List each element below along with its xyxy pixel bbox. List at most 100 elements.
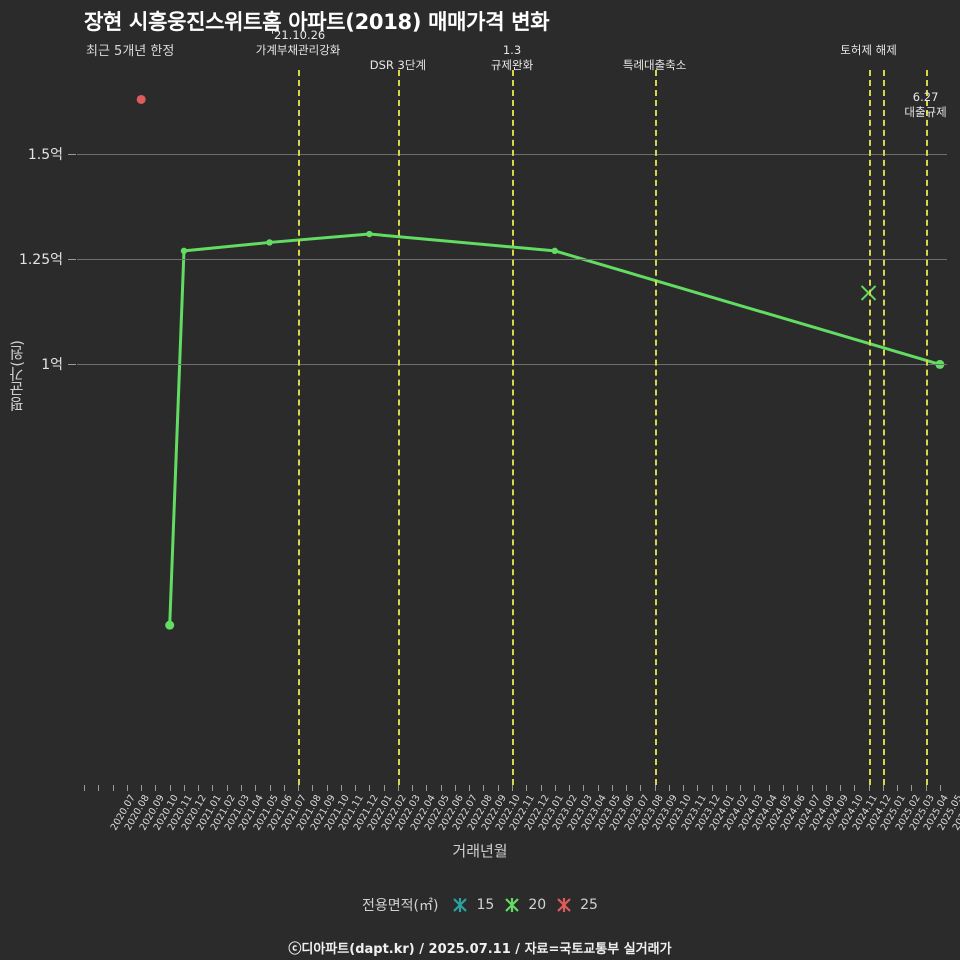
x-tick-mark bbox=[825, 785, 827, 791]
x-tick-mark bbox=[540, 785, 542, 791]
x-tick-mark bbox=[811, 785, 813, 791]
x-tick-mark bbox=[326, 785, 328, 791]
x-tick-mark bbox=[725, 785, 727, 791]
x-tick-mark bbox=[512, 785, 513, 791]
x-tick-mark bbox=[298, 785, 300, 791]
x-tick-mark bbox=[397, 785, 399, 791]
x-tick-mark bbox=[897, 785, 899, 791]
x-tick-mark bbox=[312, 785, 314, 791]
legend-item-25[interactable]: 25 bbox=[555, 896, 598, 914]
x-tick-mark bbox=[754, 785, 756, 791]
x-tick-mark bbox=[355, 785, 357, 791]
legend-title: 전용면적(㎡) bbox=[362, 898, 439, 914]
x-tick-mark bbox=[668, 785, 670, 791]
x-tick-mark bbox=[740, 785, 742, 791]
annotation-vline bbox=[512, 70, 514, 785]
x-tick-mark bbox=[797, 785, 799, 791]
x-tick-mark bbox=[911, 785, 913, 791]
chart-title: 장현 시흥웅진스위트홈 아파트(2018) 매매가격 변화 bbox=[84, 10, 550, 34]
x-tick-mark bbox=[939, 785, 941, 791]
footer-credit: ⓒ디아파트(dapt.kr) / 2025.07.11 / 자료=국토교통부 실… bbox=[288, 942, 672, 957]
x-tick-mark bbox=[269, 785, 271, 791]
x-tick-mark bbox=[198, 785, 200, 791]
x-tick-mark bbox=[626, 785, 628, 791]
x-tick-mark bbox=[426, 785, 428, 791]
x-tick-mark bbox=[155, 785, 157, 791]
x-tick-mark bbox=[697, 785, 699, 791]
legend-label-15: 15 bbox=[476, 897, 495, 913]
x-axis-title: 거래년월 bbox=[452, 842, 508, 860]
x-tick-mark bbox=[454, 785, 456, 791]
annotation-vline bbox=[925, 70, 928, 785]
y-tick-label: 1.5억 bbox=[27, 147, 63, 164]
x-tick-mark bbox=[340, 785, 342, 791]
annotation-label: 1.3 규제완화 bbox=[490, 43, 534, 72]
y-tick-mark bbox=[68, 259, 76, 261]
annotation-label: '21.10.26 가계부채관리강화 bbox=[255, 28, 341, 57]
legend-item-20[interactable]: 20 bbox=[503, 896, 546, 914]
legend-marker-icon bbox=[453, 898, 468, 912]
legend-label-20: 20 bbox=[528, 897, 547, 913]
annotation-label: 특례대출축소 bbox=[622, 58, 687, 72]
x-tick-mark bbox=[554, 785, 556, 791]
data-point-20 bbox=[551, 247, 558, 255]
chart-subtitle: 최근 5개년 한정 bbox=[86, 44, 175, 59]
chart-legend: 전용면적(㎡) 15 20 25 bbox=[0, 895, 960, 915]
x-tick-mark bbox=[768, 785, 770, 791]
x-tick-mark bbox=[711, 785, 713, 791]
data-point-20 bbox=[266, 239, 273, 246]
legend-marker-icon bbox=[505, 898, 520, 912]
x-tick-mark bbox=[412, 785, 414, 791]
x-tick-mark bbox=[369, 785, 371, 791]
plot-area: 1.5억 1.25억 1억 2020.07 2020.08 2020.09 2020.10 2… bbox=[19, 28, 960, 833]
x-tick-mark bbox=[141, 785, 143, 791]
x-tick-mark bbox=[782, 785, 784, 791]
x-tick-mark bbox=[654, 785, 656, 791]
y-tick-label: 1.25억 bbox=[18, 252, 63, 269]
x-tick-mark bbox=[241, 785, 243, 791]
x-tick-mark bbox=[255, 785, 257, 791]
annotation-vline bbox=[654, 70, 657, 785]
x-tick-mark bbox=[611, 785, 613, 791]
legend-marker-icon bbox=[557, 898, 571, 912]
y-tick-mark bbox=[68, 154, 76, 156]
x-tick-mark bbox=[868, 785, 870, 791]
data-point-20 bbox=[366, 230, 373, 238]
annotation-vline bbox=[882, 70, 885, 785]
x-tick-mark bbox=[283, 785, 285, 791]
x-tick-mark bbox=[183, 785, 185, 791]
x-tick-mark bbox=[483, 785, 485, 791]
x-tick-mark bbox=[112, 785, 114, 791]
y-axis-title: 평균가(원) bbox=[8, 340, 26, 412]
x-tick-mark bbox=[469, 785, 471, 791]
annotation-label: 토허제 해제 bbox=[840, 43, 897, 57]
data-point-25 bbox=[136, 94, 146, 104]
x-tick-mark bbox=[226, 785, 228, 791]
x-tick-mark bbox=[583, 785, 585, 791]
x-tick-mark bbox=[440, 785, 442, 791]
x-tick-mark bbox=[84, 785, 86, 791]
x-tick-mark bbox=[882, 785, 884, 791]
annotation-vline bbox=[397, 70, 400, 785]
x-tick-mark bbox=[497, 785, 499, 791]
x-tick-mark bbox=[683, 785, 685, 791]
x-tick-mark bbox=[925, 785, 927, 791]
x-tick-mark bbox=[640, 785, 642, 791]
x-tick-mark bbox=[597, 785, 599, 791]
annotation-label: 6.27 대출규제 bbox=[904, 90, 947, 119]
x-tick-mark bbox=[383, 785, 385, 791]
x-tick-mark bbox=[840, 785, 842, 791]
annotation-label: DSR 3단계 bbox=[369, 58, 427, 72]
x-tick-mark bbox=[98, 785, 100, 791]
legend-item-15[interactable]: 15 bbox=[451, 896, 494, 914]
annotation-vline bbox=[298, 70, 301, 785]
x-tick-mark bbox=[526, 785, 528, 791]
x-tick-mark bbox=[212, 785, 214, 791]
y-tick-mark bbox=[68, 364, 76, 366]
annotation-vline bbox=[868, 70, 871, 785]
x-tick-mark bbox=[569, 785, 571, 791]
y-tick-label: 1억 bbox=[41, 357, 63, 374]
legend-label-25: 25 bbox=[580, 897, 598, 913]
x-tick-mark bbox=[126, 785, 128, 791]
